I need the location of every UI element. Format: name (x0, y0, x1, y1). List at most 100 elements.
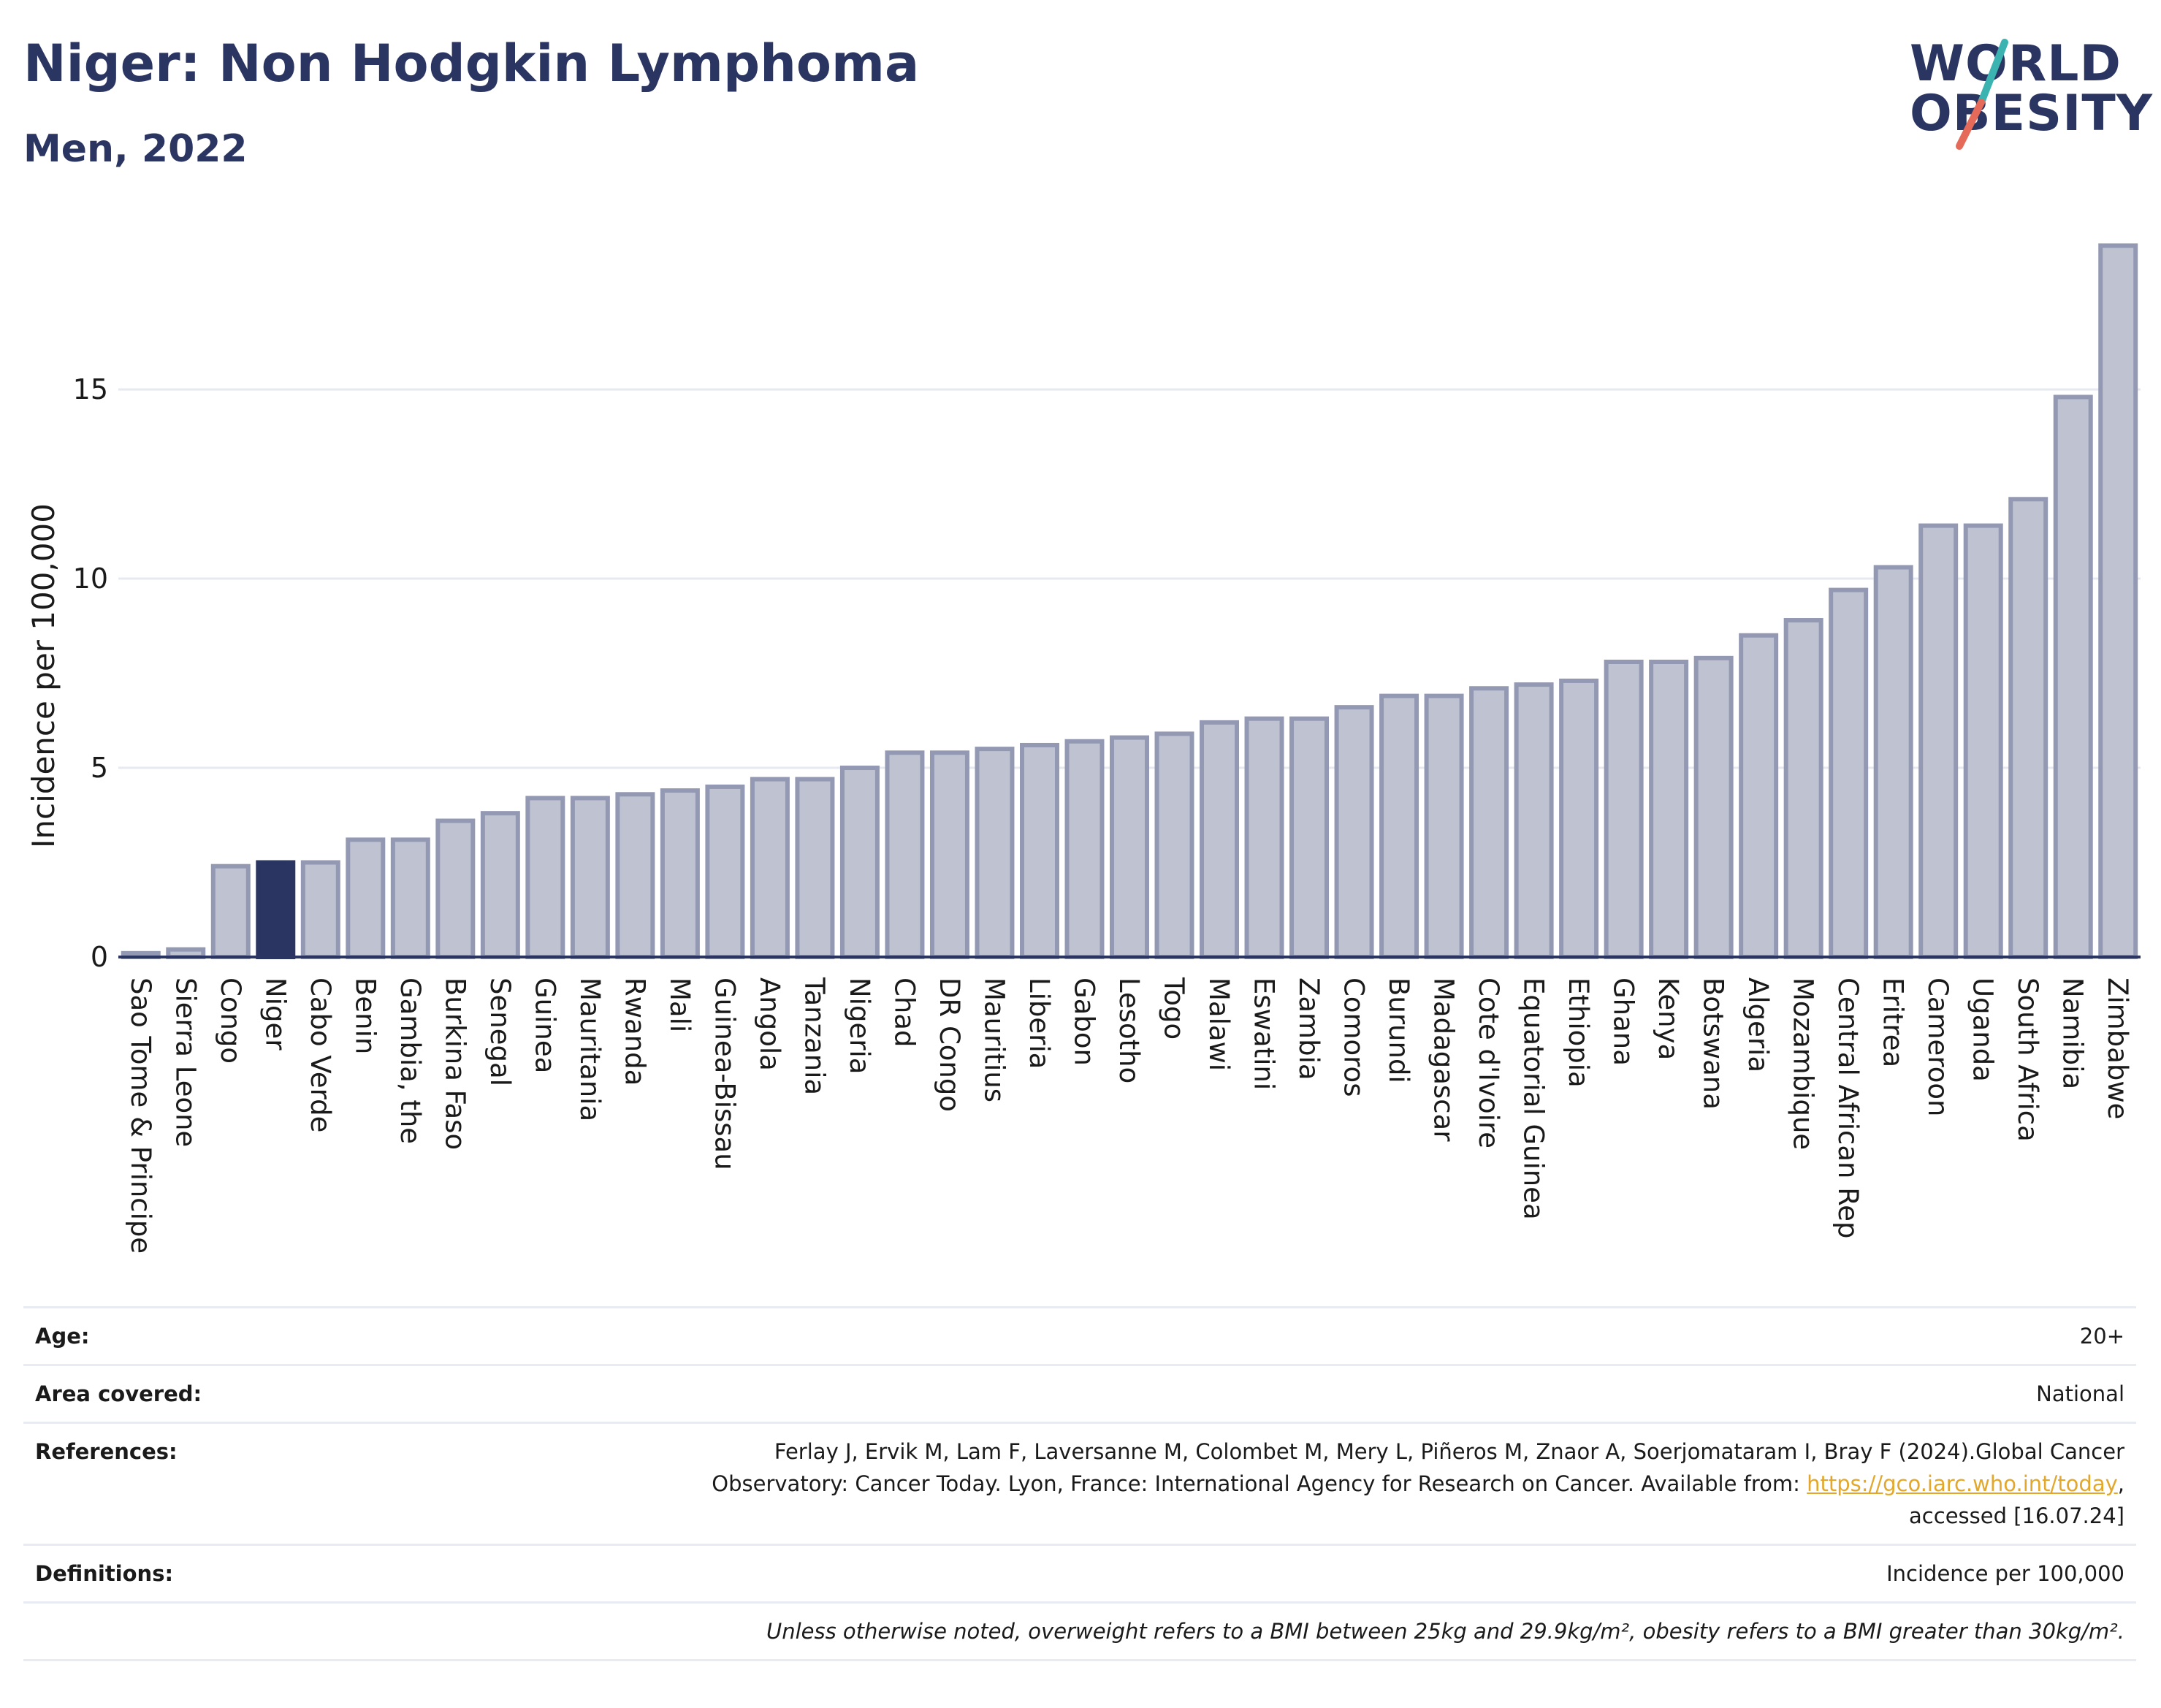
info-row-note: Unless otherwise noted, overweight refer… (23, 1601, 2136, 1661)
bar-niger (256, 860, 296, 959)
x-tick-label: Mauritius (978, 977, 1010, 1102)
x-tick-label: Sierra Leone (169, 977, 201, 1147)
x-tick-label: Eswatini (1249, 977, 1280, 1090)
x-tick-label: Cabo Verde (305, 977, 336, 1132)
x-tick-label: Burundi (1383, 977, 1414, 1083)
definitions-label: Definitions: (35, 1561, 174, 1586)
x-tick-label: Malawi (1203, 977, 1235, 1071)
world-obesity-logo: WORLD OBESITY (1899, 29, 2152, 161)
y-tick-label: 0 (91, 941, 108, 973)
bar-namibia (2053, 394, 2093, 959)
x-tick-label: Namibia (2057, 977, 2089, 1089)
x-tick-label: Botswana (1698, 977, 1729, 1110)
bar-madagascar (1424, 693, 1464, 959)
x-tick-label: Senegal (484, 977, 516, 1086)
x-tick-label: Rwanda (619, 977, 650, 1086)
y-tick-label: 15 (73, 373, 108, 405)
bar-senegal (480, 811, 520, 959)
info-row-references: References: Ferlay J, Ervik M, Lam F, La… (23, 1422, 2136, 1544)
x-tick-label: Burkina Faso (439, 977, 470, 1150)
bar-gabon (1064, 739, 1105, 959)
bar-congo (210, 863, 251, 959)
bar-zambia (1289, 716, 1330, 959)
bar-rwanda (615, 792, 655, 960)
x-tick-label: Guinea-Bissau (709, 977, 740, 1170)
bar-ethiopia (1559, 678, 1599, 960)
area-value: National (2036, 1381, 2124, 1406)
bar-gambia-the (390, 837, 430, 960)
reference-link[interactable]: https://gco.iarc.who.int/today (1807, 1471, 2118, 1496)
reference-text-3: , (2117, 1471, 2124, 1496)
references-label: References: (35, 1439, 178, 1464)
bar-uganda (1963, 523, 2003, 959)
x-tick-label: Cote d'Ivoire (1473, 977, 1504, 1148)
logo-slash-icon (1956, 39, 2008, 150)
bar-kenya (1649, 660, 1689, 959)
bar-burundi (1379, 693, 1419, 959)
page-title: Niger: Non Hodgkin Lymphoma (23, 34, 920, 94)
age-value: 20+ (2079, 1324, 2124, 1349)
reference-text-1: Ferlay J, Ervik M, Lam F, Laversanne M, … (774, 1439, 2124, 1464)
info-row-area: Area covered: National (23, 1364, 2136, 1422)
y-tick-label: 5 (91, 752, 108, 784)
x-tick-label: Equatorial Guinea (1518, 977, 1550, 1220)
bar-malawi (1200, 720, 1240, 959)
page-subtitle: Men, 2022 (23, 127, 248, 171)
x-tick-label: Angola (754, 977, 785, 1071)
y-tick-label: 10 (73, 563, 108, 595)
bars (121, 243, 2138, 960)
x-tick-label: Gabon (1068, 977, 1099, 1066)
x-tick-label: Lesotho (1113, 977, 1145, 1083)
x-tick-label: Zambia (1293, 977, 1325, 1080)
bar-guinea-bissau (705, 784, 745, 960)
bar-ghana (1604, 660, 1644, 959)
x-tick-label: Central African Rep (1832, 977, 1864, 1239)
bar-tanzania (795, 777, 835, 959)
bar-cote-d-ivoire (1469, 686, 1509, 959)
x-tick-label: Chad (888, 977, 920, 1047)
area-label: Area covered: (35, 1381, 202, 1406)
bar-mozambique (1783, 618, 1823, 959)
bar-mauritania (570, 796, 610, 960)
x-tick-label: Ghana (1608, 977, 1639, 1066)
x-tick-label: Sao Tome & Principe (125, 977, 156, 1254)
logo-line-1: WORLD (1910, 35, 2122, 93)
x-tick-label: Niger (259, 977, 291, 1051)
bar-angola (750, 777, 790, 959)
bar-chart: 0 5 10 15 Sao Tome & Principe Sierra Leone Co… (26, 243, 2141, 1254)
bar-nigeria (839, 766, 880, 959)
bar-cameroon (1918, 523, 1959, 959)
x-tick-label: Kenya (1653, 977, 1684, 1060)
x-tick-label: Mali (664, 977, 695, 1032)
bar-botswana (1693, 655, 1734, 959)
bar-eswatini (1244, 716, 1284, 959)
info-row-age: Age: 20+ (23, 1306, 2136, 1364)
bar-south-africa (2008, 497, 2048, 959)
bar-algeria (1739, 633, 1779, 959)
bar-chad (885, 750, 925, 960)
x-tick-label: Nigeria (844, 977, 875, 1074)
x-tick-label: Algeria (1742, 977, 1774, 1072)
bar-burkina-faso (435, 818, 476, 959)
bar-eritrea (1873, 565, 1913, 959)
x-tick-label: Gambia, the (395, 977, 426, 1144)
x-tick-label: DR Congo (934, 977, 965, 1112)
bar-dr-congo (929, 750, 969, 960)
bmi-note: Unless otherwise noted, overweight refer… (766, 1619, 2124, 1644)
definitions-value: Incidence per 100,000 (1886, 1561, 2124, 1586)
x-tick-label: South Africa (2012, 977, 2043, 1142)
x-tick-label: Comoros (1338, 977, 1370, 1097)
x-tick-label: Cameroon (1922, 977, 1954, 1116)
bar-togo (1154, 731, 1194, 960)
bar-central-african-rep (1829, 587, 1869, 959)
info-table: Age: 20+ Area covered: National Referenc… (23, 1306, 2136, 1661)
x-tick-label: Benin (349, 977, 381, 1054)
x-tick-label: Togo (1159, 977, 1190, 1040)
info-row-definitions: Definitions: Incidence per 100,000 (23, 1544, 2136, 1601)
age-label: Age: (35, 1324, 90, 1349)
x-tick-label: Ethiopia (1563, 977, 1594, 1088)
bar-zimbabwe (2098, 243, 2138, 959)
x-tick-labels: Sao Tome & Principe Sierra Leone Congo Nige… (125, 977, 2133, 1254)
x-tick-label: Liberia (1024, 977, 1055, 1069)
x-tick-label: Zimbabwe (2102, 977, 2133, 1119)
